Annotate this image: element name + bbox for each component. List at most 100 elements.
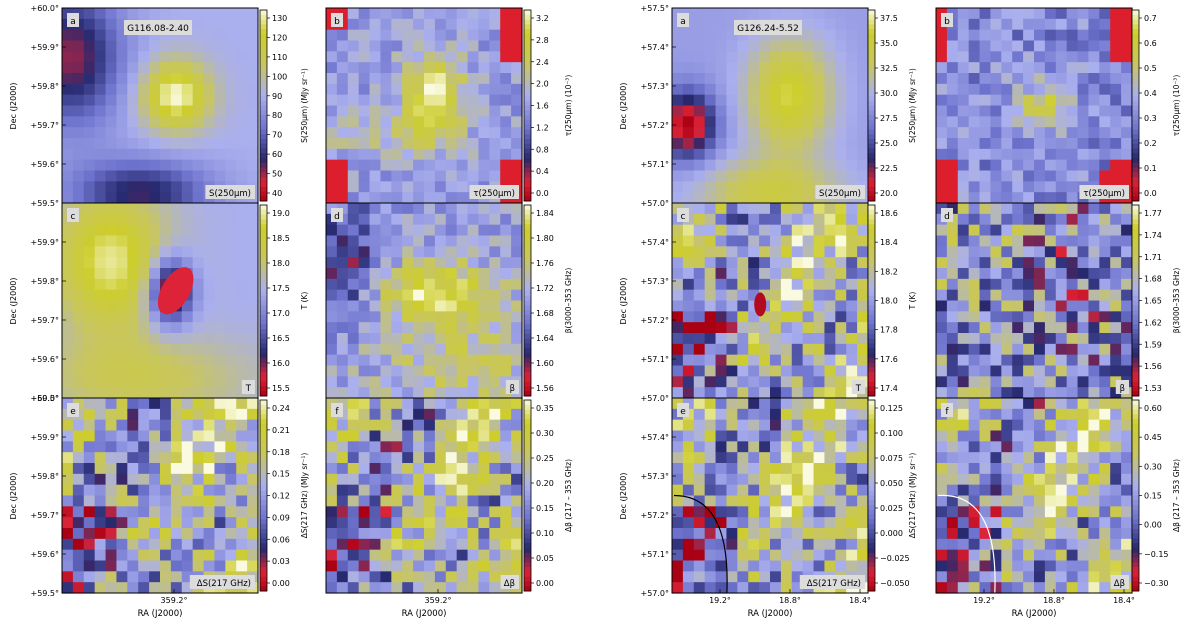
map-cell	[402, 73, 414, 85]
map-cell	[434, 40, 447, 52]
map-cell	[857, 203, 869, 215]
map-cell	[181, 376, 194, 388]
map-cell	[160, 528, 172, 540]
map-cell	[1121, 452, 1133, 464]
map-cell	[946, 311, 959, 323]
map-cell	[1055, 571, 1068, 583]
map-cell	[336, 582, 349, 594]
colorbar-segment	[868, 423, 875, 430]
map-cell	[1001, 571, 1013, 583]
colorbar-tick-label: 0.60	[1144, 404, 1162, 413]
map-cell	[936, 441, 948, 453]
map-cell	[413, 354, 425, 367]
colorbar-segment	[524, 110, 531, 116]
map-cell	[813, 365, 826, 377]
map-cell	[990, 159, 1002, 172]
map-cell	[936, 560, 948, 572]
map-cell	[225, 203, 237, 215]
map-cell	[127, 159, 139, 172]
map-cell	[682, 419, 695, 432]
colorbar-segment	[260, 533, 267, 539]
map-cell	[236, 419, 248, 432]
map-cell	[1023, 560, 1035, 572]
colorbar-segment	[1132, 72, 1139, 78]
colorbar-segment	[1132, 205, 1139, 211]
map-cell	[1066, 127, 1079, 139]
colorbar-segment	[1132, 509, 1139, 516]
map-cell	[857, 278, 869, 291]
map-cell	[214, 365, 226, 377]
map-cell	[1023, 582, 1035, 594]
colorbar-segment	[260, 423, 267, 430]
map-cell	[236, 278, 248, 291]
map-cell	[83, 148, 96, 161]
map-cell	[380, 517, 392, 529]
map-cell	[413, 560, 425, 572]
map-cell	[478, 29, 490, 42]
map-cell	[759, 333, 771, 345]
map-cell	[127, 246, 139, 258]
map-cell	[424, 571, 436, 583]
colorbar-segment	[1132, 10, 1139, 16]
map-cell	[780, 560, 793, 572]
colorbar-segment	[260, 57, 267, 64]
map-cell	[214, 235, 226, 247]
map-cell	[478, 365, 490, 377]
map-cell	[500, 159, 512, 172]
map-cell	[726, 73, 738, 85]
map-cell	[138, 203, 150, 215]
map-cell	[369, 203, 382, 215]
colorbar-frame	[1131, 9, 1140, 202]
map-cell	[1110, 528, 1122, 540]
colorbar-tick-label: −0.025	[880, 554, 910, 563]
map-cell	[358, 148, 371, 161]
map-cell	[968, 549, 981, 562]
map-cell	[759, 343, 771, 356]
map-cell	[1001, 127, 1013, 139]
map-cell	[149, 138, 161, 150]
map-cell	[326, 29, 338, 42]
colorbar-segment	[1132, 452, 1139, 458]
map-cell	[116, 51, 128, 63]
map-cell	[759, 73, 771, 85]
map-cell	[1044, 148, 1057, 161]
map-cell	[336, 473, 349, 486]
colorbar-segment	[868, 290, 875, 297]
map-cell	[94, 148, 107, 161]
map-cell	[693, 441, 706, 453]
map-cell	[105, 517, 118, 529]
colorbar-segment	[868, 81, 875, 87]
map-label: τ(250µm)	[1083, 189, 1125, 199]
map-cell	[214, 441, 226, 453]
dec-axis-row-3: +59.9°+59.8°+59.7°+59.6°+59.5°+60.0°Dec …	[9, 394, 66, 598]
map-cell	[682, 463, 695, 475]
map-cell	[1001, 289, 1013, 302]
map-cell	[813, 398, 826, 410]
map-cell	[748, 484, 760, 497]
map-cell	[946, 463, 959, 475]
map-cell	[1044, 571, 1057, 583]
map-cell	[672, 257, 684, 269]
map-cell	[138, 571, 150, 583]
map-cell	[181, 127, 194, 139]
map-cell	[748, 311, 760, 323]
map-cell	[445, 300, 458, 312]
map-cell	[1001, 73, 1013, 85]
map-cell	[990, 62, 1002, 74]
colorbar-segment	[524, 295, 531, 301]
map-cell	[83, 343, 96, 356]
map-cell	[946, 170, 959, 182]
colorbar-segment	[524, 286, 531, 292]
map-cell	[1034, 105, 1046, 117]
map-cell	[138, 365, 150, 377]
colorbar-label: S(250µm) (MJy sr⁻¹)	[908, 68, 917, 143]
map-cell	[737, 116, 749, 128]
map-cell	[791, 528, 804, 540]
panel-letter-box	[67, 13, 79, 27]
map-cell	[682, 138, 695, 150]
colorbar-tick-label: 25.0	[880, 139, 898, 148]
map-cell	[402, 473, 414, 486]
map-cell	[225, 127, 237, 139]
map-cell	[467, 268, 480, 280]
colorbar-segment	[1132, 519, 1139, 525]
